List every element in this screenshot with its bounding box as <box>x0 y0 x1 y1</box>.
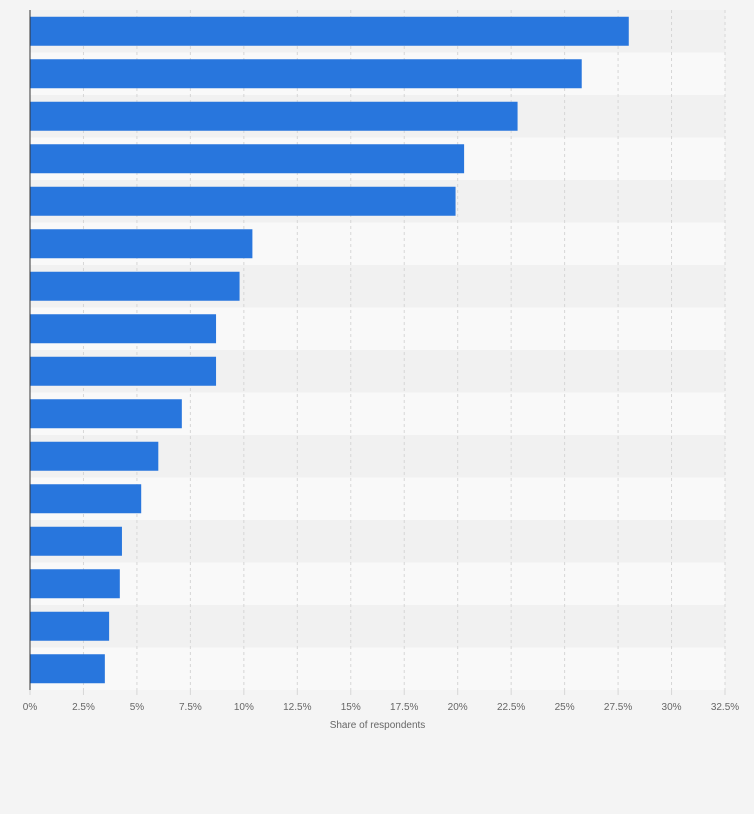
bar[interactable] <box>30 186 456 216</box>
bar[interactable] <box>30 484 142 514</box>
x-axis-title: Share of respondents <box>330 720 426 731</box>
bar[interactable] <box>30 526 122 556</box>
bar[interactable] <box>30 229 253 259</box>
bar[interactable] <box>30 101 518 131</box>
bar[interactable] <box>30 441 159 471</box>
x-tick-label: 22.5% <box>497 702 525 713</box>
bar[interactable] <box>30 654 105 684</box>
row-band <box>30 605 725 648</box>
x-tick-label: 7.5% <box>179 702 202 713</box>
x-tick-label: 27.5% <box>604 702 632 713</box>
row-band <box>30 647 725 690</box>
bars <box>30 16 629 684</box>
x-axis-ticks: 0% 2.5% 5% 7.5% 10% 12.5% 15% 17.5% 20% 22.5% 25% 2… <box>23 690 739 713</box>
row-band <box>30 477 725 520</box>
row-band <box>30 562 725 605</box>
x-tick-label: 0% <box>23 702 38 713</box>
x-tick-label: 10% <box>234 702 254 713</box>
bar[interactable] <box>30 144 465 174</box>
bar[interactable] <box>30 399 182 429</box>
x-tick-label: 25% <box>555 702 575 713</box>
x-tick-label: 20% <box>448 702 468 713</box>
x-tick-label: 15% <box>341 702 361 713</box>
x-tick-label: 17.5% <box>390 702 418 713</box>
x-tick-label: 2.5% <box>72 702 95 713</box>
bar[interactable] <box>30 59 582 89</box>
x-tick-label: 32.5% <box>711 702 739 713</box>
bar[interactable] <box>30 356 217 386</box>
x-tick-label: 30% <box>662 702 682 713</box>
bar[interactable] <box>30 611 110 641</box>
bar[interactable] <box>30 314 217 344</box>
bar[interactable] <box>30 16 629 46</box>
bar[interactable] <box>30 569 120 599</box>
row-band <box>30 520 725 563</box>
bar[interactable] <box>30 271 240 301</box>
x-tick-label: 12.5% <box>283 702 311 713</box>
x-tick-label: 5% <box>130 702 145 713</box>
